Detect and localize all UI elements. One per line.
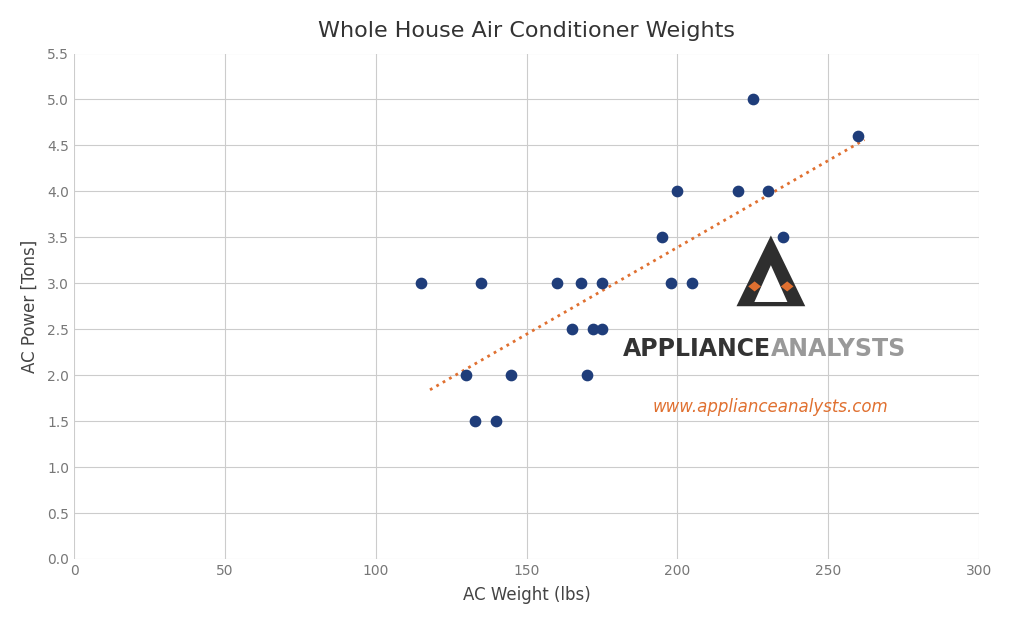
Title: Whole House Air Conditioner Weights: Whole House Air Conditioner Weights <box>318 21 735 41</box>
Polygon shape <box>755 265 787 302</box>
Text: www.applianceanalysts.com: www.applianceanalysts.com <box>653 398 888 416</box>
Point <box>563 324 579 334</box>
Point <box>503 370 520 380</box>
Point <box>685 278 701 288</box>
Point <box>760 186 776 196</box>
Point <box>467 416 483 426</box>
Point <box>594 278 610 288</box>
Point <box>473 278 489 288</box>
Point <box>549 278 565 288</box>
Point <box>654 232 671 242</box>
Point <box>578 370 595 380</box>
Point <box>729 186 746 196</box>
Point <box>458 370 474 380</box>
Text: APPLIANCE: APPLIANCE <box>623 338 771 361</box>
Text: ANALYSTS: ANALYSTS <box>771 338 907 361</box>
Polygon shape <box>749 281 761 291</box>
Point <box>664 278 680 288</box>
Point <box>413 278 430 288</box>
Point <box>775 232 791 242</box>
Point <box>670 186 686 196</box>
Point <box>745 94 761 104</box>
X-axis label: AC Weight (lbs): AC Weight (lbs) <box>463 586 591 604</box>
Y-axis label: AC Power [Tons]: AC Power [Tons] <box>21 239 38 373</box>
Point <box>850 131 866 141</box>
Point <box>594 324 610 334</box>
Polygon shape <box>736 236 805 306</box>
Point <box>572 278 589 288</box>
Polygon shape <box>781 281 793 291</box>
Point <box>585 324 601 334</box>
Point <box>488 416 504 426</box>
